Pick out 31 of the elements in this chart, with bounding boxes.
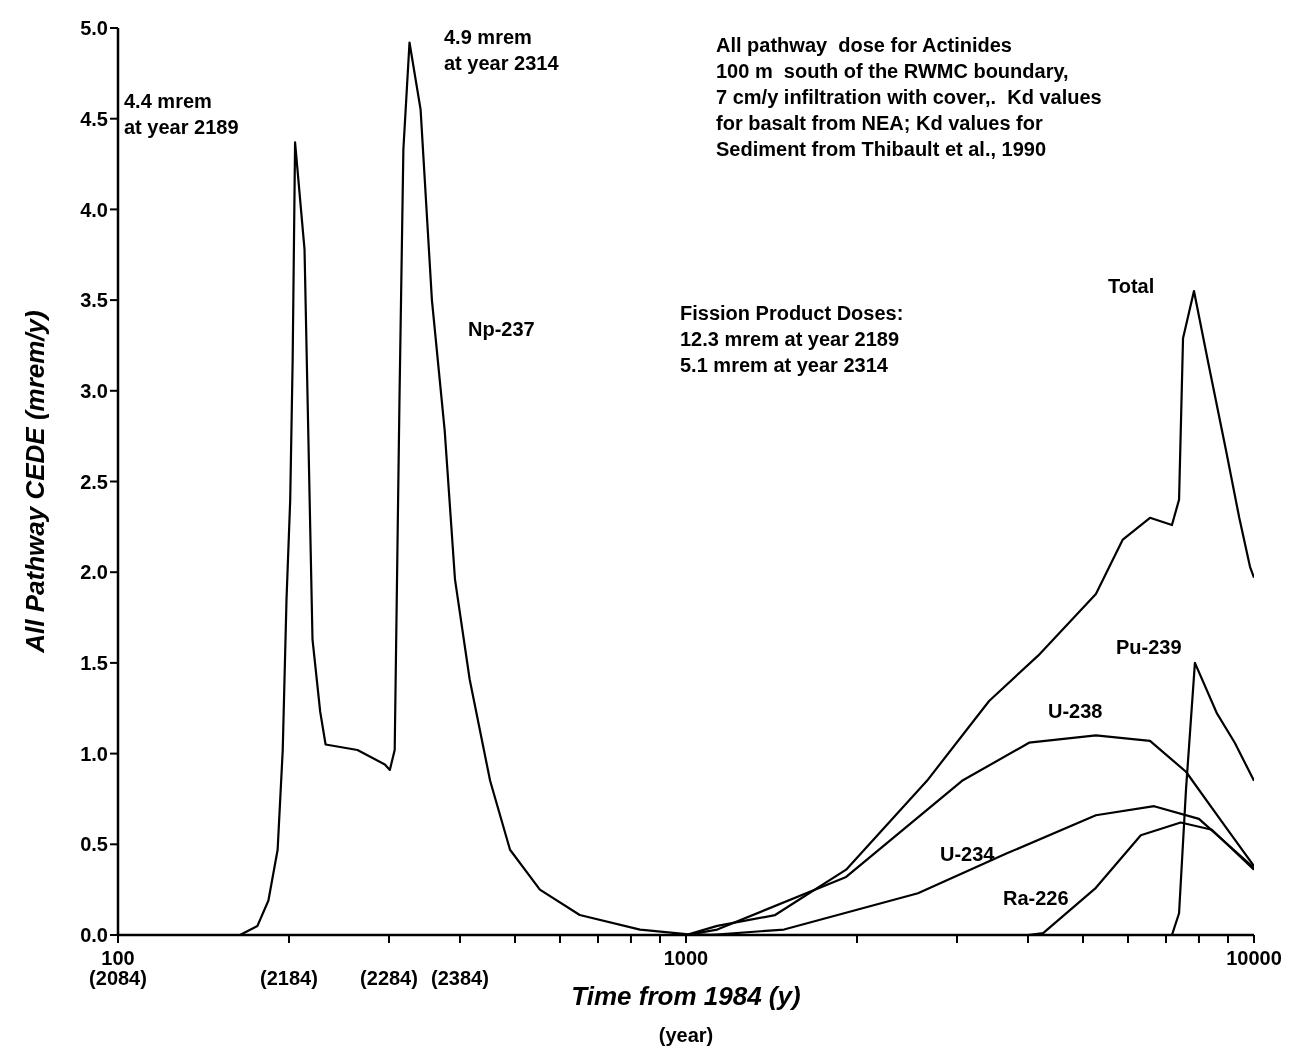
- y-tick-label: 3.5: [80, 289, 108, 312]
- y-axis-title: All Pathway CEDE (mrem/y): [20, 310, 50, 654]
- y-tick-label: 2.5: [80, 470, 108, 493]
- series-label: Pu-239: [1116, 636, 1182, 658]
- annotation: Fission Product Doses: 12.3 mrem at year 2189 5.1 mrem at year 2314: [680, 302, 904, 376]
- series-label: Np-237: [468, 318, 535, 340]
- y-tick-label: 3.0: [80, 379, 108, 402]
- text: (2084): [89, 967, 147, 989]
- x-tick-label: 100: [101, 947, 135, 969]
- y-tick-label: 4.0: [80, 198, 108, 221]
- y-tick-label: 0.5: [80, 833, 108, 856]
- y-tick-label: 1.0: [80, 742, 108, 765]
- y-tick-label: 1.5: [80, 652, 108, 674]
- text: (2384): [431, 967, 489, 989]
- y-tick-label: 5.0: [80, 17, 108, 40]
- x-axis-title: Time from 1984 (y): [571, 981, 801, 1011]
- annotation: All pathway dose for Actinides 100 m south of the RWMC boundary, 7 cm/y infiltration with cover,. Kd values for basalt from NEA; Kd values for Sediment from Thibault et al., 1990: [716, 34, 1102, 160]
- annotation: 4.9 mrem at year 2314: [444, 26, 560, 74]
- annotation: 4.4 mrem at year 2189: [124, 90, 239, 138]
- series-label: U-238: [1048, 700, 1103, 722]
- x-tick-label: 10000: [1226, 947, 1282, 969]
- text: (2284): [360, 967, 418, 989]
- series-label: U-234: [940, 843, 996, 865]
- y-tick-label: 0.0: [80, 924, 108, 947]
- series-label: Ra-226: [1003, 887, 1069, 909]
- y-tick-label: 4.5: [80, 107, 108, 130]
- series-label: Total: [1108, 275, 1155, 297]
- y-tick-label: 2.0: [80, 561, 108, 584]
- text: (2184): [260, 967, 318, 989]
- x-tick-label: 1000: [663, 947, 709, 969]
- text: (year): [658, 1024, 714, 1046]
